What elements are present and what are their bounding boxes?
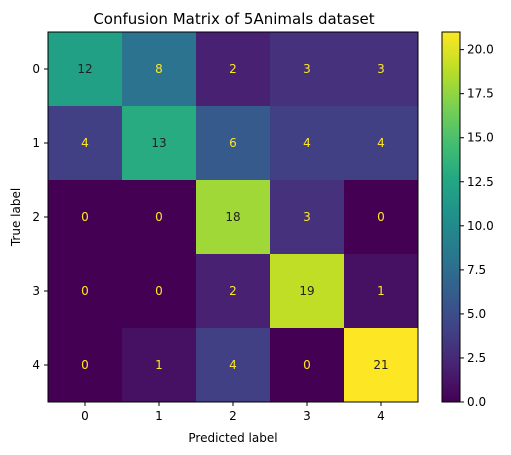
cell-value-r3-c3: 19 bbox=[299, 284, 314, 298]
cell-value-r1-c4: 4 bbox=[377, 136, 385, 150]
cell-value-r4-c2: 4 bbox=[229, 358, 237, 372]
matrix-cell-r4-c0 bbox=[48, 328, 123, 403]
matrix-cell-r2-c0 bbox=[48, 180, 123, 255]
x-tick-label-3: 3 bbox=[303, 409, 311, 423]
x-axis-label: Predicted label bbox=[188, 431, 277, 445]
matrix-cell-r1-c1 bbox=[122, 106, 197, 181]
x-axis: 0 1 2 3 4 bbox=[81, 402, 385, 423]
cell-value-r2-c2: 18 bbox=[225, 210, 240, 224]
matrix-cell-r3-c3 bbox=[270, 254, 345, 329]
colorbar-tick-label-2: 5.0 bbox=[467, 307, 486, 321]
chart-title: Confusion Matrix of 5Animals dataset bbox=[93, 10, 374, 28]
matrix-cell-r3-c2 bbox=[196, 254, 271, 329]
cell-value-r2-c0: 0 bbox=[81, 210, 89, 224]
cell-value-r1-c1: 13 bbox=[151, 136, 166, 150]
matrix-cell-r0-c3 bbox=[270, 32, 345, 107]
cell-value-r2-c3: 3 bbox=[303, 210, 311, 224]
matrix-cell-r3-c1 bbox=[122, 254, 197, 329]
matrix-cell-r2-c4 bbox=[344, 180, 419, 255]
cell-value-r2-c4: 0 bbox=[377, 210, 385, 224]
matrix-cell-r1-c4 bbox=[344, 106, 419, 181]
matrix-cell-r3-c0 bbox=[48, 254, 123, 329]
colorbar-tick-label-8: 20.0 bbox=[467, 43, 494, 57]
cell-value-r4-c4: 21 bbox=[373, 358, 388, 372]
x-tick-label-1: 1 bbox=[155, 409, 163, 423]
cell-value-r1-c0: 4 bbox=[81, 136, 89, 150]
y-tick-label-1: 1 bbox=[32, 136, 40, 150]
matrix-cell-r1-c3 bbox=[270, 106, 345, 181]
y-tick-label-2: 2 bbox=[32, 210, 40, 224]
cell-value-r0-c0: 12 bbox=[77, 62, 92, 76]
cell-value-r4-c1: 1 bbox=[155, 358, 163, 372]
cell-value-r3-c0: 0 bbox=[81, 284, 89, 298]
x-tick-label-2: 2 bbox=[229, 409, 237, 423]
heatmap-cells: 12 8 2 3 34 13 6 4 40 0 18 3 00 0 2 19 10 1 4 0 21 bbox=[48, 32, 419, 403]
matrix-cell-r3-c4 bbox=[344, 254, 419, 329]
colorbar-gradient bbox=[441, 31, 461, 403]
cell-value-r3-c4: 1 bbox=[377, 284, 385, 298]
colorbar-tick-label-6: 15.0 bbox=[467, 131, 494, 145]
matrix-cell-r2-c3 bbox=[270, 180, 345, 255]
y-tick-label-4: 4 bbox=[32, 358, 40, 372]
matrix-cell-r4-c1 bbox=[122, 328, 197, 403]
matrix-cell-r0-c1 bbox=[122, 32, 197, 107]
matrix-cell-r4-c3 bbox=[270, 328, 345, 403]
colorbar: 0.0 2.5 5.0 7.5 10.0 12.5 15.0 17.5 20.0 bbox=[441, 31, 494, 409]
cell-value-r0-c2: 2 bbox=[229, 62, 237, 76]
cell-value-r4-c3: 0 bbox=[303, 358, 311, 372]
cell-value-r1-c2: 6 bbox=[229, 136, 237, 150]
matrix-cell-r1-c2 bbox=[196, 106, 271, 181]
matrix-cell-r4-c2 bbox=[196, 328, 271, 403]
matrix-cell-r0-c2 bbox=[196, 32, 271, 107]
cell-value-r0-c4: 3 bbox=[377, 62, 385, 76]
matrix-cell-r0-c4 bbox=[344, 32, 419, 107]
cell-value-r0-c3: 3 bbox=[303, 62, 311, 76]
cell-value-r3-c1: 0 bbox=[155, 284, 163, 298]
matrix-cell-r1-c0 bbox=[48, 106, 123, 181]
matrix-cell-r2-c1 bbox=[122, 180, 197, 255]
colorbar-tick-label-3: 7.5 bbox=[467, 263, 486, 277]
cell-value-r3-c2: 2 bbox=[229, 284, 237, 298]
x-tick-label-0: 0 bbox=[81, 409, 89, 423]
colorbar-tick-label-4: 10.0 bbox=[467, 219, 494, 233]
colorbar-tick-label-0: 0.0 bbox=[467, 395, 486, 409]
colorbar-tick-label-7: 17.5 bbox=[467, 87, 494, 101]
cell-value-r4-c0: 0 bbox=[81, 358, 89, 372]
matrix-cell-r4-c4 bbox=[344, 328, 419, 403]
matrix-cell-r2-c2 bbox=[196, 180, 271, 255]
cell-value-r2-c1: 0 bbox=[155, 210, 163, 224]
cell-value-r1-c3: 4 bbox=[303, 136, 311, 150]
colorbar-tick-label-1: 2.5 bbox=[467, 351, 486, 365]
y-axis-label: True label bbox=[9, 188, 23, 247]
y-tick-label-3: 3 bbox=[32, 284, 40, 298]
matrix-cell-r0-c0 bbox=[48, 32, 123, 107]
y-axis: 0 1 2 3 4 bbox=[32, 62, 48, 372]
x-tick-label-4: 4 bbox=[377, 409, 385, 423]
y-tick-label-0: 0 bbox=[32, 62, 40, 76]
cell-value-r0-c1: 8 bbox=[155, 62, 163, 76]
colorbar-tick-label-5: 12.5 bbox=[467, 175, 494, 189]
